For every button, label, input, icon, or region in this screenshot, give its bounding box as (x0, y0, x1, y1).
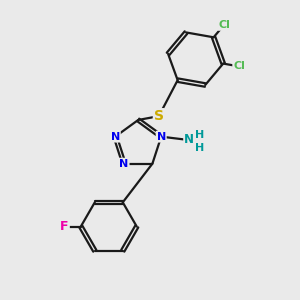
Text: S: S (154, 109, 164, 123)
Text: Cl: Cl (233, 61, 245, 71)
Text: N: N (184, 133, 194, 146)
Text: N: N (157, 132, 166, 142)
Text: Cl: Cl (218, 20, 230, 30)
Text: H: H (195, 142, 205, 152)
Text: N: N (119, 159, 129, 169)
Text: N: N (111, 132, 120, 142)
Text: H: H (195, 130, 205, 140)
Text: F: F (60, 220, 69, 233)
